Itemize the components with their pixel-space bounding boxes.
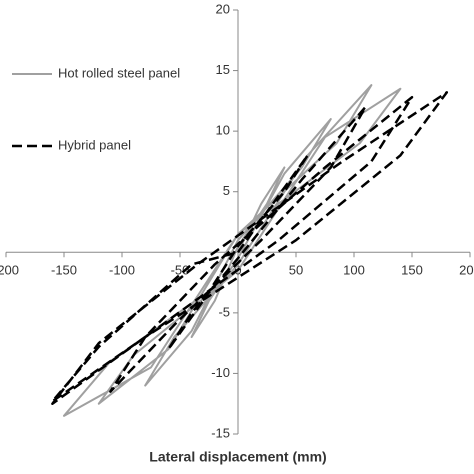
legend-label: Hot rolled steel panel — [58, 65, 180, 80]
x-tick-label: -50 — [171, 263, 190, 278]
y-tick-label: 15 — [216, 62, 230, 77]
y-tick-label: -5 — [218, 304, 230, 319]
x-tick-label: 150 — [401, 263, 423, 278]
series-line — [63, 84, 402, 417]
x-tick-label: 100 — [343, 263, 365, 278]
y-tick-label: 20 — [216, 1, 230, 16]
x-tick-label: 50 — [289, 263, 303, 278]
x-axis-label: Lateral displacement (mm) — [149, 449, 326, 465]
legend-label: Hybrid panel — [58, 137, 131, 152]
x-tick-label: -150 — [51, 263, 77, 278]
y-tick-label: -10 — [211, 365, 230, 380]
x-tick-label: -100 — [109, 263, 135, 278]
series-line — [51, 91, 449, 405]
x-tick-label: 200 — [459, 263, 474, 278]
x-tick-label: -200 — [0, 263, 19, 278]
y-tick-label: 10 — [216, 123, 230, 138]
y-tick-label: -15 — [211, 425, 230, 440]
y-tick-label: 5 — [223, 183, 230, 198]
